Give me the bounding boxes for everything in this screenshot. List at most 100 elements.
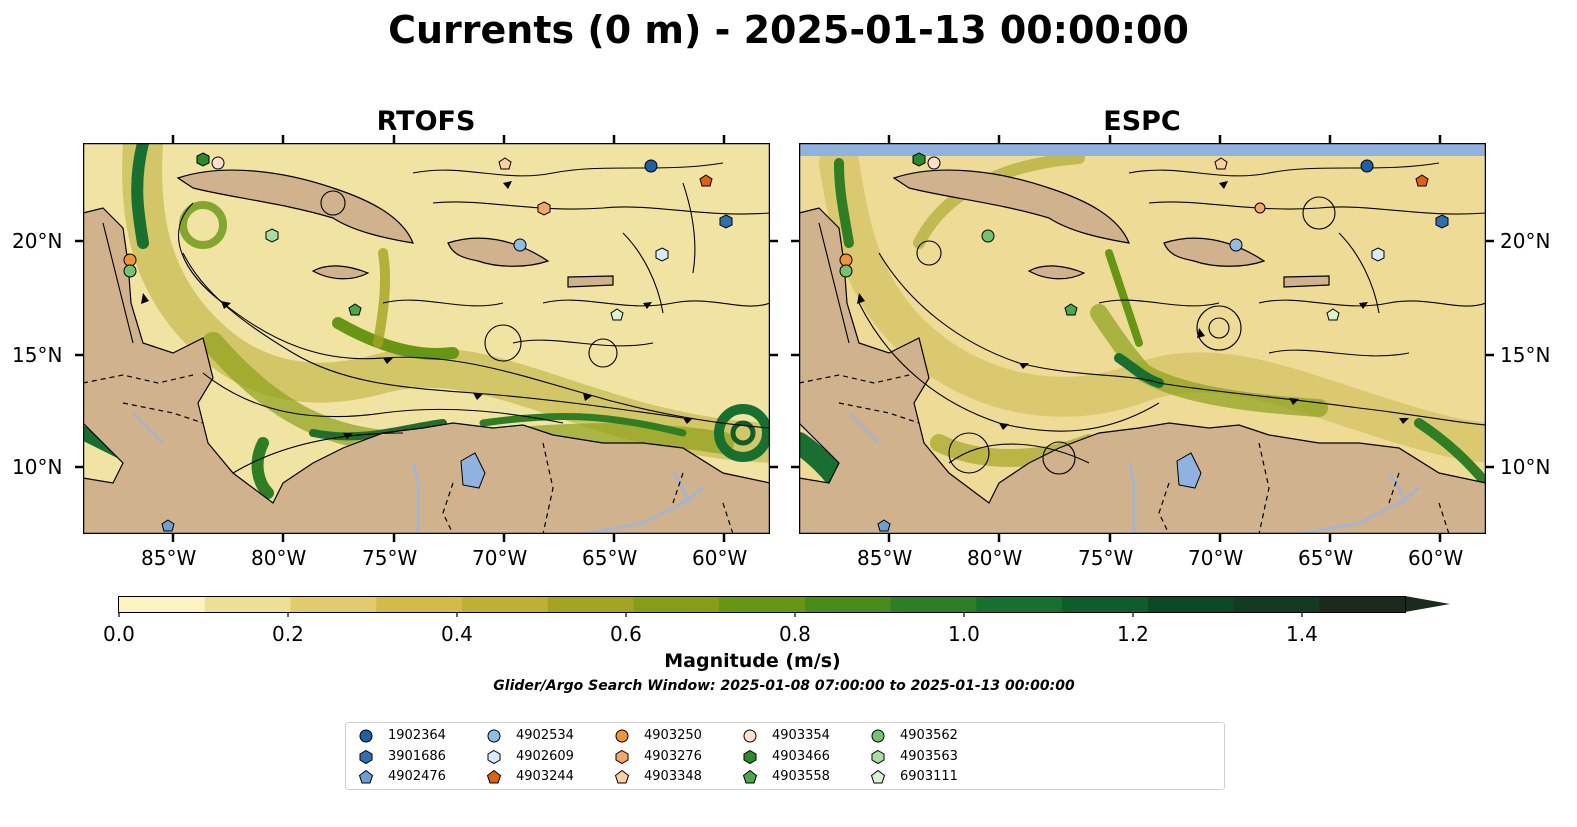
streamline-arrows — [857, 181, 1409, 430]
streamline-arrows — [141, 181, 693, 439]
legend-item: 4903466 — [742, 747, 862, 767]
circle-marker-icon — [359, 729, 373, 743]
marker-1902364 — [644, 159, 658, 173]
land — [799, 169, 1486, 534]
lon-label-75w: 75°W — [1078, 546, 1134, 570]
legend-item: 4902534 — [486, 726, 606, 746]
legend-item: 6903111 — [870, 767, 990, 787]
marker-4903244 — [1415, 174, 1429, 187]
lat-label-10n: 10°N — [12, 455, 63, 479]
legend-item: 4902609 — [486, 747, 606, 767]
marker-4903562 — [839, 264, 853, 278]
hexagon-marker-icon — [487, 749, 501, 764]
marker-4903354 — [927, 156, 941, 170]
pentagon-marker-icon — [870, 769, 886, 784]
marker-4903563 — [981, 229, 995, 243]
figure-title: Currents (0 m) - 2025-01-13 00:00:00 — [388, 8, 1189, 52]
colorbar-cell — [719, 597, 806, 612]
streamlines — [102, 162, 770, 474]
colorbar-cell — [547, 597, 634, 612]
marker-6903111 — [610, 308, 624, 321]
marker-4903466 — [912, 152, 926, 167]
legend-label: 4903466 — [772, 748, 830, 764]
legend-label: 4903276 — [644, 748, 702, 764]
lat-label-10n: 10°N — [1500, 455, 1551, 479]
legend-item: 4902476 — [358, 767, 478, 787]
float-markers — [839, 152, 1449, 532]
legend-item: 4903354 — [742, 726, 862, 746]
marker-4903276 — [1254, 202, 1266, 214]
rivers — [848, 412, 1420, 534]
colorbar-cell — [890, 597, 977, 612]
circle-marker-icon — [743, 729, 757, 743]
lat-label-20n: 20°N — [12, 229, 63, 253]
cb-tick-2: 0.4 — [441, 622, 473, 646]
marker-4902609 — [1371, 247, 1385, 262]
espc-panel-title: ESPC — [1103, 106, 1181, 137]
rtofs-map — [83, 143, 770, 534]
lon-label-60w: 60°W — [692, 546, 748, 570]
legend-item: 3901686 — [358, 747, 478, 767]
marker-4903348 — [1214, 157, 1228, 170]
colorbar-cells — [119, 597, 1406, 612]
legend-label: 4902476 — [388, 769, 446, 784]
pentagon-marker-icon — [486, 769, 502, 784]
lat-label-15n: 15°N — [12, 343, 63, 367]
colorbar-extend-arrow — [1405, 596, 1450, 612]
circle-marker-icon — [487, 729, 501, 743]
legend-item: 4903562 — [870, 726, 990, 746]
cb-tick-5: 1.0 — [948, 622, 980, 646]
lon-label-70w: 70°W — [472, 546, 528, 570]
legend-label: 4903558 — [772, 769, 830, 784]
marker-4902476 — [877, 519, 891, 532]
legend-item: 4903563 — [870, 747, 990, 767]
marker-1902364 — [1360, 159, 1374, 173]
marker-6903111 — [1326, 308, 1340, 321]
legend-item: 4903558 — [742, 767, 862, 787]
hexagon-marker-icon — [743, 749, 757, 764]
legend-label: 4903563 — [900, 748, 958, 764]
pentagon-marker-icon — [742, 769, 758, 784]
marker-4902534 — [1229, 238, 1243, 252]
lon-label-65w: 65°W — [582, 546, 638, 570]
colorbar-cell — [804, 597, 892, 612]
colorbar-cell — [376, 597, 463, 612]
marker-4902534 — [513, 238, 527, 252]
legend-label: 4903562 — [900, 728, 958, 743]
legend-label: 4903354 — [772, 728, 830, 743]
hexagon-marker-icon — [615, 749, 629, 764]
legend-item: 4903276 — [614, 747, 734, 767]
colorbar-cell — [1233, 597, 1320, 612]
tick-marks — [75, 135, 1494, 542]
lon-label-75w: 75°W — [362, 546, 418, 570]
marker-4903563 — [265, 228, 279, 243]
colorbar-cell — [1062, 597, 1149, 612]
lon-label-85w: 85°W — [857, 546, 913, 570]
colorbar-cell — [976, 597, 1063, 612]
colorbar-cell — [119, 597, 206, 612]
marker-4903348 — [498, 157, 512, 170]
colorbar-cell — [204, 597, 291, 612]
circle-marker-icon — [615, 729, 629, 743]
lat-label-15n: 15°N — [1500, 343, 1551, 367]
lon-label-65w: 65°W — [1298, 546, 1354, 570]
legend-item: 4903348 — [614, 767, 734, 787]
legend-label: 1902364 — [388, 728, 446, 743]
lon-label-85w: 85°W — [141, 546, 197, 570]
legend-label: 4902609 — [516, 748, 574, 764]
colorbar — [118, 596, 1450, 617]
borders — [83, 374, 734, 534]
cb-tick-6: 1.2 — [1117, 622, 1149, 646]
marker-4903562 — [123, 264, 137, 278]
legend-item: 4903244 — [486, 767, 606, 787]
marker-3901686 — [1435, 214, 1449, 229]
cb-tick-0: 0.0 — [103, 622, 135, 646]
cb-tick-3: 0.6 — [610, 622, 642, 646]
legend-label: 4903244 — [516, 769, 574, 784]
legend-label: 4902534 — [516, 728, 574, 743]
colorbar-cell — [290, 597, 377, 612]
marker-3901686 — [719, 214, 733, 229]
land — [83, 169, 770, 534]
colorbar-cell — [1147, 597, 1235, 612]
marker-4903558 — [348, 303, 362, 316]
